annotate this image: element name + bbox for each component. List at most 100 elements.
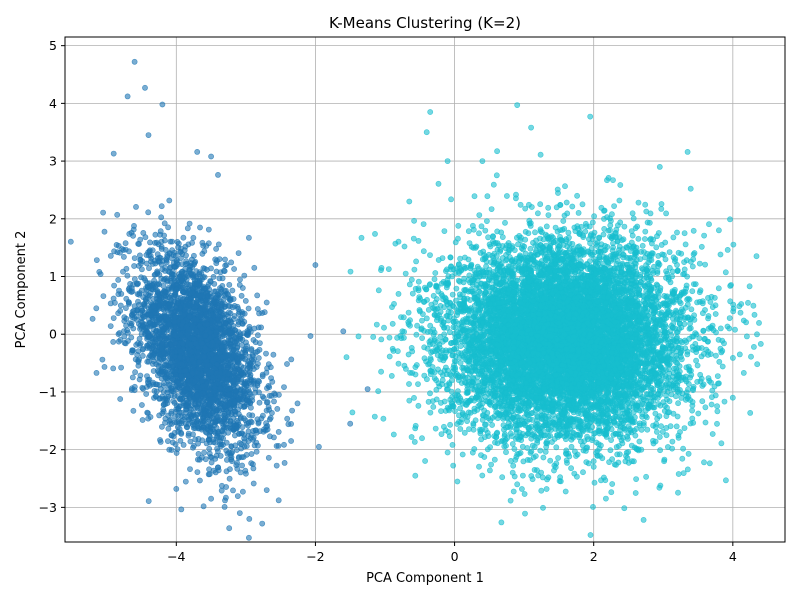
scatter-point (245, 438, 252, 444)
scatter-point (189, 264, 196, 270)
scatter-point (194, 328, 201, 335)
scatter-point (182, 367, 189, 374)
scatter-point (145, 132, 152, 138)
scatter-point (239, 320, 246, 327)
scatter-point (259, 520, 266, 527)
scatter-point (196, 269, 203, 276)
scatter-point (173, 372, 179, 378)
scatter-point (254, 292, 261, 299)
scatter-point (406, 397, 413, 404)
scatter-point (177, 396, 183, 403)
scatter-point (135, 357, 141, 364)
scatter-point (176, 361, 183, 367)
scatter-point (130, 226, 137, 233)
scatter-point (179, 391, 186, 398)
scatter-point (123, 265, 130, 272)
scatter-point (253, 448, 260, 455)
scatter-point (222, 256, 228, 263)
scatter-point (178, 420, 185, 427)
scatter-point (182, 298, 189, 305)
scatter-point (190, 431, 196, 438)
scatter-point (459, 451, 466, 458)
scatter-point (139, 417, 146, 423)
scatter-point (137, 340, 144, 347)
scatter-point (239, 488, 246, 495)
scatter-point (447, 421, 453, 428)
scatter-point (265, 403, 272, 410)
scatter-point (240, 347, 247, 353)
scatter-point (221, 503, 228, 510)
scatter-point (219, 282, 226, 289)
scatter-point (236, 510, 243, 516)
scatter-point (203, 374, 209, 381)
scatter-point (144, 409, 151, 416)
scatter-point (227, 330, 234, 336)
chart-title: K-Means Clustering (K=2) (329, 14, 521, 32)
scatter-point (167, 333, 174, 340)
scatter-point (208, 351, 215, 357)
scatter-point (242, 297, 249, 304)
scatter-point (149, 344, 156, 351)
scatter-point (260, 428, 267, 435)
scatter-point (270, 351, 277, 358)
scatter-point (198, 293, 205, 299)
scatter-point (265, 454, 272, 461)
scatter-point (264, 423, 271, 429)
scatter-point (133, 203, 139, 210)
scatter-point (213, 268, 220, 275)
scatter-point (281, 384, 287, 390)
scatter-point (172, 304, 179, 311)
scatter-point (222, 421, 229, 428)
scatter-point (248, 381, 254, 388)
scatter-point (164, 438, 171, 444)
scatter-point (138, 402, 145, 408)
scatter-point (200, 383, 206, 389)
scatter-point (430, 403, 437, 410)
scatter-point (157, 385, 164, 392)
scatter-point (138, 305, 145, 312)
scatter-point (128, 285, 135, 291)
scatter-point (220, 363, 227, 370)
scatter-point (154, 289, 161, 296)
scatter-point (187, 438, 194, 445)
cluster-1-points (67, 58, 371, 541)
scatter-point (168, 387, 174, 394)
scatter-point (281, 459, 288, 466)
scatter-point (229, 458, 235, 465)
scatter-point (115, 338, 122, 345)
scatter-point (107, 252, 114, 259)
scatter-point (239, 462, 245, 469)
scatter-point (173, 259, 180, 266)
scatter-point (93, 257, 100, 263)
scatter-point (231, 266, 237, 272)
scatter-point (673, 423, 680, 430)
scatter-point (457, 255, 463, 262)
scatter-point (189, 370, 196, 377)
scatter-point (222, 378, 229, 385)
scatter-point (489, 422, 495, 428)
scatter-point (150, 379, 156, 386)
scatter-point (121, 253, 127, 260)
scatter-point (149, 247, 156, 254)
scatter-point (756, 319, 762, 326)
scatter-point (184, 260, 191, 267)
scatter-point (115, 276, 122, 283)
scatter-point (205, 240, 212, 247)
scatter-point (486, 467, 493, 474)
scatter-point (213, 328, 220, 335)
scatter-point (241, 272, 248, 279)
scatter-point (151, 387, 158, 394)
scatter-point (187, 341, 194, 348)
scatter-point (528, 204, 535, 210)
scatter-point (259, 310, 266, 316)
scatter-points (67, 58, 764, 541)
scatter-point (200, 274, 206, 280)
scatter-point (701, 459, 707, 466)
scatter-point (216, 256, 223, 262)
scatter-point (67, 238, 74, 245)
scatter-point (226, 303, 233, 309)
scatter-point (131, 387, 138, 394)
scatter-point (126, 230, 133, 237)
scatter-point (158, 323, 165, 330)
